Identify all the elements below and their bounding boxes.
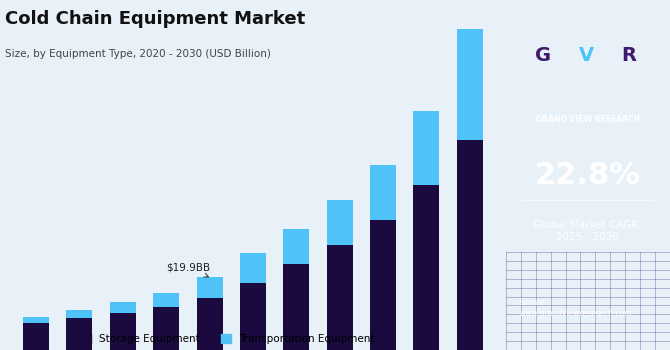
Text: $19.9BB: $19.9BB — [165, 262, 210, 277]
Bar — [196, 298, 222, 350]
Text: G: G — [535, 46, 551, 65]
Text: GRAND VIEW RESEARCH: GRAND VIEW RESEARCH — [536, 114, 640, 124]
Bar — [283, 229, 310, 264]
Bar — [240, 283, 266, 350]
Text: R: R — [622, 46, 636, 65]
Bar — [457, 29, 483, 140]
Bar — [327, 201, 352, 245]
Bar — [23, 323, 49, 350]
Text: 22.8%: 22.8% — [535, 161, 641, 189]
Bar — [457, 140, 483, 350]
Text: Cold Chain Equipment Market: Cold Chain Equipment Market — [5, 10, 306, 28]
Bar — [110, 302, 136, 313]
Legend: Storage Equipment, Transportation Equipment: Storage Equipment, Transportation Equipm… — [76, 330, 379, 348]
Text: Source:
www.grandviewresearch.com: Source: www.grandviewresearch.com — [519, 298, 632, 318]
Bar — [370, 219, 396, 350]
Bar — [413, 111, 440, 184]
Bar — [153, 293, 179, 307]
Bar — [110, 313, 136, 350]
Text: Size, by Equipment Type, 2020 - 2030 (USD Billion): Size, by Equipment Type, 2020 - 2030 (US… — [5, 49, 271, 59]
Bar — [370, 166, 396, 219]
Bar — [66, 310, 92, 318]
Bar — [413, 184, 440, 350]
Bar — [196, 278, 222, 298]
Bar — [66, 318, 92, 350]
Bar — [240, 253, 266, 283]
Bar — [283, 264, 310, 350]
Text: V: V — [579, 46, 594, 65]
Bar — [327, 245, 352, 350]
Text: Global Market CAGR,
2025 - 2030: Global Market CAGR, 2025 - 2030 — [533, 220, 643, 242]
Bar — [23, 317, 49, 323]
Bar — [153, 307, 179, 350]
